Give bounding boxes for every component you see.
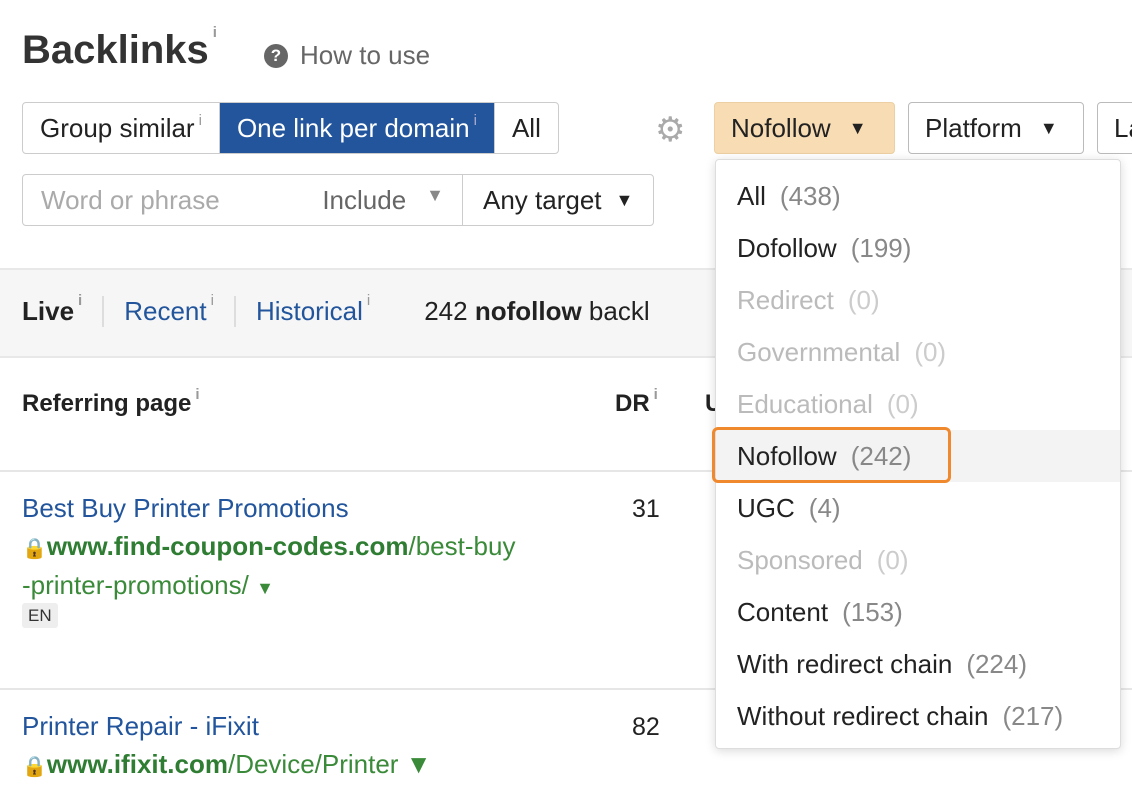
search-input[interactable]: Word or phrase Include ▼ (23, 175, 463, 225)
search-filter: Word or phrase Include ▼ Any target ▼ (22, 174, 655, 226)
page-title-link[interactable]: Printer Repair - iFixit (22, 711, 259, 741)
menu-item-label: Nofollow (737, 440, 837, 471)
menu-item-count: (0) (876, 544, 909, 575)
column-referring-page[interactable]: Referring page i (22, 386, 200, 417)
table-row: Best Buy Printer Promotions 🔒www.find-co… (22, 493, 582, 628)
menu-item-label: Educational (737, 388, 873, 419)
divider (0, 688, 1132, 690)
menu-item-content[interactable]: Content (153) (716, 586, 1120, 638)
menu-item-label: Redirect (737, 284, 834, 315)
group-similar-button[interactable]: Group similar i (23, 103, 220, 153)
menu-item-label: UGC (737, 492, 795, 523)
page-title-link[interactable]: Best Buy Printer Promotions (22, 493, 349, 523)
menu-item-count: (217) (1002, 700, 1064, 731)
menu-item-ugc[interactable]: UGC (4) (716, 482, 1120, 534)
info-icon[interactable]: i (212, 24, 217, 41)
tab-historical[interactable]: Historical i (233, 292, 390, 327)
menu-item-count: (224) (966, 648, 1028, 679)
page-url[interactable]: 🔒www.ifixit.com/Device/Printer ▼ (22, 749, 432, 779)
menu-item-with-redirect-chain[interactable]: With redirect chain (224) (716, 638, 1120, 690)
menu-item-governmental: Governmental (0) (716, 326, 1120, 378)
info-icon: i (198, 111, 202, 129)
info-icon: i (473, 111, 477, 129)
tab-recent[interactable]: Recent i (102, 292, 234, 327)
menu-item-educational: Educational (0) (716, 378, 1120, 430)
target-dropdown[interactable]: Any target ▼ (483, 184, 634, 215)
question-icon: ? (264, 43, 288, 68)
platform-dropdown[interactable]: Platform ▼ (908, 102, 1084, 154)
table-row: Printer Repair - iFixit 🔒www.ifixit.com/… (22, 711, 582, 785)
caret-down-icon: ▼ (1039, 117, 1058, 138)
menu-item-count: (0) (847, 284, 880, 315)
menu-item-all[interactable]: All (438) (716, 170, 1120, 222)
grouping-toggle: Group similar i One link per domain i All (22, 102, 559, 154)
title-text: Backlinks (22, 28, 209, 72)
menu-item-count: (153) (842, 596, 903, 627)
menu-item-label: With redirect chain (737, 648, 953, 679)
caret-down-icon: ▼ (615, 189, 634, 210)
menu-item-label: Sponsored (737, 544, 863, 575)
language-dropdown[interactable]: La (1097, 102, 1132, 154)
menu-item-label: Content (737, 596, 829, 627)
caret-down-icon: ▼ (426, 184, 444, 205)
gear-icon[interactable]: ⚙ (655, 111, 686, 149)
caret-down-icon: ▼ (848, 117, 867, 138)
menu-item-dofollow[interactable]: Dofollow (199) (716, 222, 1120, 274)
lock-icon: 🔒 (22, 756, 47, 778)
menu-item-redirect: Redirect (0) (716, 274, 1120, 326)
page-url[interactable]: 🔒www.find-coupon-codes.com/best-buy -prin… (22, 531, 516, 600)
menu-item-count: (0) (914, 336, 947, 367)
highlight-box (712, 427, 951, 483)
all-button[interactable]: All (511, 112, 541, 143)
divider (0, 470, 1132, 472)
dr-value: 82 (632, 713, 660, 741)
menu-item-label: All (737, 180, 766, 211)
result-summary: 242 nofollow backl (424, 296, 650, 326)
lock-icon: 🔒 (22, 538, 47, 560)
how-to-use-link[interactable]: ? How to use (264, 40, 430, 71)
link-type-menu: All (438) Dofollow (199) Redirect (0) Governme… (715, 159, 1121, 749)
menu-item-count: (0) (886, 388, 919, 419)
menu-item-count: (4) (808, 492, 841, 523)
menu-item-nofollow[interactable]: Nofollow (242) (716, 430, 1120, 482)
column-dr[interactable]: DR i (615, 386, 658, 417)
menu-item-count: (242) (850, 440, 912, 471)
menu-item-label: Governmental (737, 336, 901, 367)
one-link-per-domain-button[interactable]: One link per domain i (219, 103, 495, 153)
menu-item-without-redirect-chain[interactable]: Without redirect chain (217) (716, 690, 1120, 742)
menu-item-sponsored: Sponsored (0) (716, 534, 1120, 586)
language-badge: EN (22, 603, 58, 628)
tabs: Live i Recent i Historical i 242 nofollow b… (22, 292, 650, 327)
how-to-use-label: How to use (300, 40, 431, 70)
tab-live[interactable]: Live i (22, 292, 83, 326)
link-type-dropdown[interactable]: Nofollow ▼ (714, 102, 895, 154)
dr-value: 31 (632, 495, 660, 523)
menu-item-label: Without redirect chain (737, 700, 989, 731)
caret-down-icon[interactable]: ▼ (256, 578, 274, 598)
page-title: Backlinks i (22, 24, 217, 73)
include-dropdown[interactable]: Include ▼ (322, 184, 444, 215)
menu-item-count: (199) (850, 232, 912, 263)
menu-item-count: (438) (779, 180, 841, 211)
menu-item-label: Dofollow (737, 232, 837, 263)
